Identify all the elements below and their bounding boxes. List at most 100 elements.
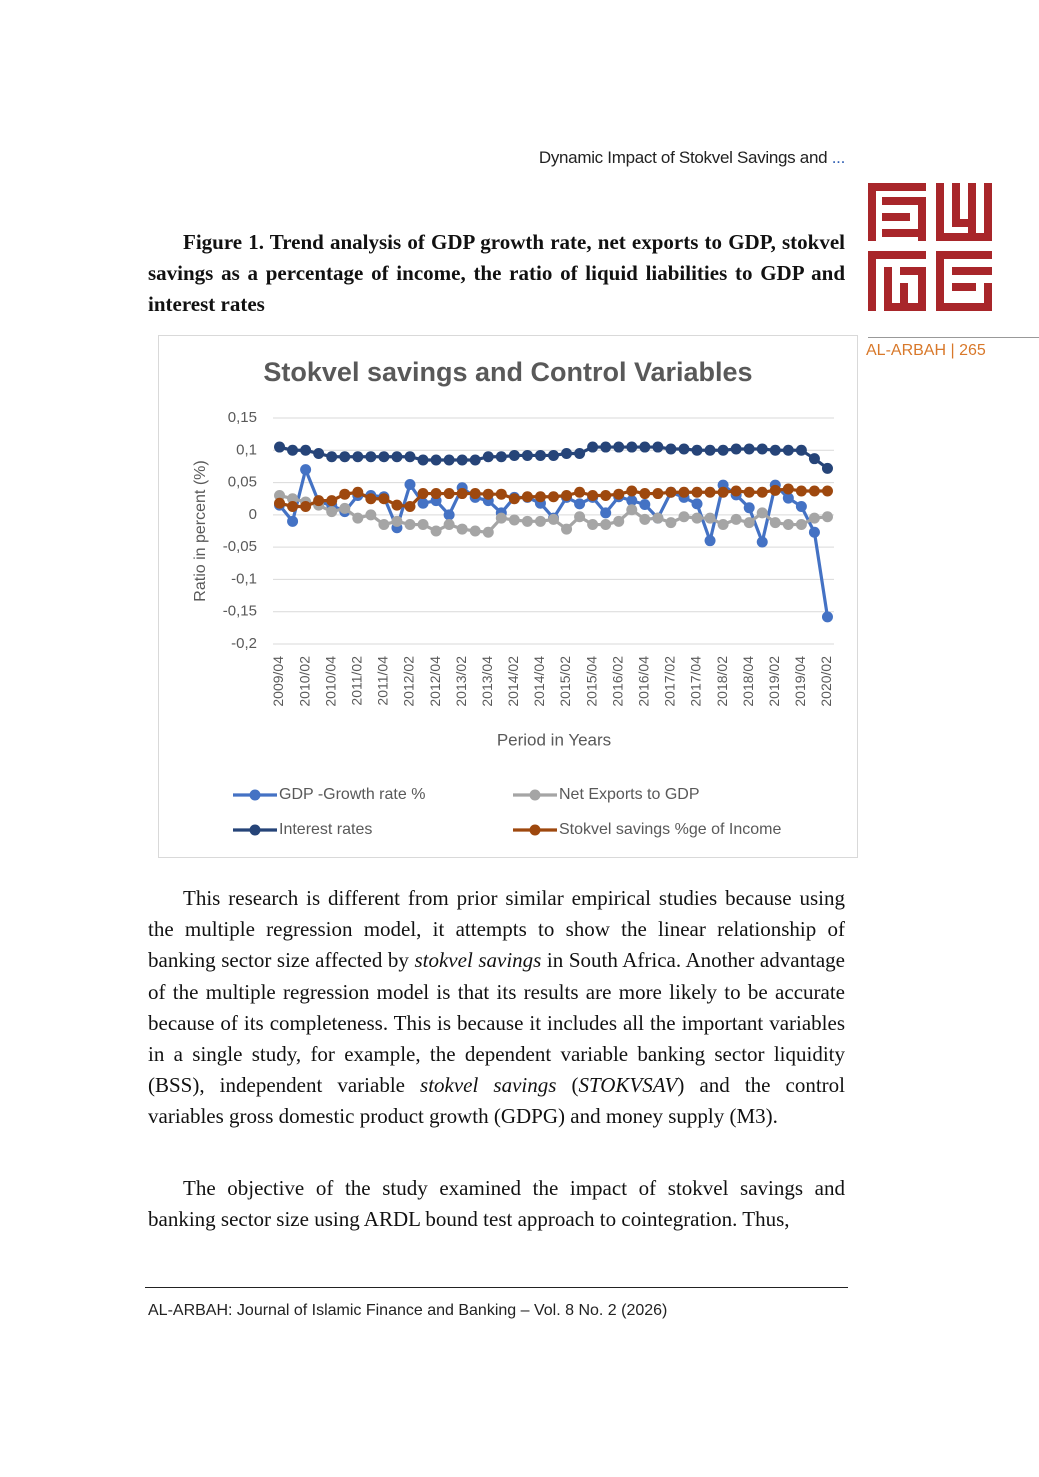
paragraph: The objective of the study examined the … — [148, 1173, 845, 1235]
data-point — [626, 504, 638, 516]
data-point — [756, 507, 768, 519]
y-tick-label: -0,15 — [223, 603, 257, 620]
data-point — [469, 454, 481, 466]
data-point — [782, 444, 794, 456]
text-run: The objective of the study examined the … — [148, 1176, 845, 1232]
data-point — [587, 519, 599, 531]
data-point — [821, 511, 833, 523]
x-tick-label: 2012/02 — [401, 656, 417, 707]
data-point — [808, 453, 820, 465]
data-point — [639, 499, 651, 511]
data-point — [391, 515, 403, 527]
x-tick-label: 2011/04 — [375, 656, 391, 706]
data-point — [456, 523, 468, 535]
data-point — [508, 514, 520, 526]
data-point — [743, 517, 755, 529]
data-point — [443, 454, 455, 466]
data-point — [300, 464, 312, 476]
data-point — [730, 513, 742, 525]
y-tick-label: 0,1 — [236, 441, 257, 458]
data-point — [626, 495, 638, 507]
data-point — [743, 443, 755, 455]
data-point — [704, 486, 716, 498]
data-point — [795, 485, 807, 497]
data-point — [326, 506, 338, 518]
data-point — [456, 488, 468, 500]
data-point — [352, 512, 364, 524]
data-point — [782, 483, 794, 495]
text-run: STOKVSAV — [578, 1073, 678, 1098]
legend-item: Net Exports to GDP — [513, 786, 700, 803]
x-tick-label: 2012/04 — [427, 656, 443, 707]
legend-marker — [249, 824, 261, 836]
data-point — [339, 502, 351, 514]
data-point — [782, 492, 794, 504]
data-point — [639, 441, 651, 453]
y-tick-label: 0 — [249, 506, 257, 523]
data-point — [691, 498, 703, 510]
data-point — [808, 526, 820, 538]
chart-title: Stokvel savings and Control Variables — [263, 357, 752, 387]
data-point — [821, 485, 833, 497]
data-point — [717, 519, 729, 531]
data-point — [287, 444, 299, 456]
data-point — [574, 511, 586, 523]
data-point — [652, 512, 664, 524]
data-point — [600, 489, 612, 501]
data-point — [652, 441, 664, 453]
text-run: stokvel savings — [420, 1073, 557, 1098]
data-point — [326, 451, 338, 463]
x-tick-label: 2020/02 — [818, 656, 834, 707]
data-point — [521, 449, 533, 461]
data-point — [795, 500, 807, 512]
figure-caption: Figure 1. Trend analysis of GDP growth r… — [148, 230, 845, 316]
x-tick-label: 2013/02 — [453, 656, 469, 707]
x-tick-label: 2016/04 — [636, 656, 652, 707]
data-point — [769, 444, 781, 456]
data-point — [587, 441, 599, 453]
data-point — [548, 491, 559, 503]
text-run: This research is different from prior si… — [148, 886, 845, 973]
legend-marker — [249, 789, 261, 801]
data-point — [678, 443, 690, 455]
x-tick-label: 2019/04 — [792, 656, 808, 707]
data-point — [300, 444, 312, 456]
data-point — [482, 526, 494, 538]
x-axis-label: Period in Years — [497, 730, 611, 749]
data-point — [482, 451, 494, 463]
data-point — [652, 488, 664, 500]
running-title: Dynamic Impact of Stokvel Savings and — [538, 148, 828, 167]
data-point — [691, 444, 703, 456]
x-tick-label: 2014/04 — [531, 656, 547, 707]
x-tick-label: 2010/04 — [322, 656, 338, 707]
x-tick-label: 2011/02 — [349, 656, 365, 706]
text-run: ( — [556, 1073, 579, 1098]
x-tick-label: 2018/04 — [740, 656, 756, 707]
x-tick-label: 2015/04 — [583, 656, 599, 707]
legend-marker — [529, 824, 541, 836]
data-point — [495, 488, 507, 500]
data-point — [534, 491, 546, 503]
data-point — [743, 486, 755, 498]
data-point — [756, 536, 768, 548]
data-point — [443, 519, 455, 531]
data-point — [521, 515, 533, 527]
data-point — [756, 486, 768, 498]
data-point — [782, 519, 794, 531]
data-point — [352, 486, 364, 498]
data-point — [339, 488, 351, 500]
data-point — [300, 500, 312, 512]
data-point — [482, 488, 494, 500]
data-point — [561, 523, 573, 535]
data-point — [743, 502, 755, 514]
data-point — [561, 448, 573, 460]
data-point — [821, 611, 833, 623]
data-point — [508, 493, 520, 505]
data-point — [287, 493, 299, 505]
data-point — [587, 489, 599, 501]
legend-label: Net Exports to GDP — [559, 786, 700, 803]
data-point — [574, 498, 586, 510]
legend-label: GDP -Growth rate % — [279, 786, 425, 803]
data-point — [404, 519, 416, 531]
